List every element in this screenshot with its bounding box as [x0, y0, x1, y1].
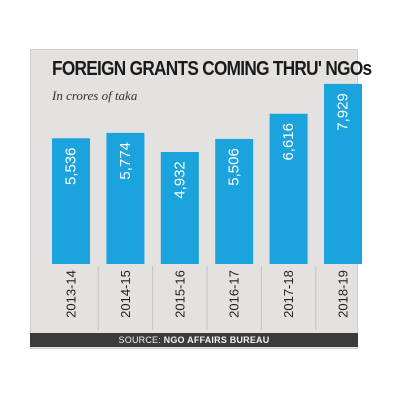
category-label-2015-16: 2015-16	[172, 270, 187, 318]
category-label-2018-19: 2018-19	[336, 270, 351, 318]
bar-2016-17	[215, 138, 254, 264]
value-label-2016-17: 5,506	[226, 148, 243, 186]
value-label-2015-16: 4,932	[171, 161, 188, 199]
value-label-2017-18: 6,616	[280, 123, 297, 161]
bar-2015-16	[160, 151, 199, 264]
value-label-2018-19: 7,929	[335, 93, 352, 131]
bar-2014-15	[106, 132, 145, 264]
bar-2018-19	[324, 83, 362, 265]
chart-title: FOREIGN GRANTS COMING THRU' NGOs	[52, 58, 372, 80]
value-label-2013-14: 5,536	[63, 148, 80, 186]
bar-2013-14	[52, 138, 90, 264]
chart-subtitle: In crores of taka	[52, 88, 138, 103]
category-label-2016-17: 2016-17	[227, 270, 242, 318]
category-label-2014-15: 2014-15	[118, 270, 133, 318]
value-label-2014-15: 5,774	[117, 142, 134, 180]
source-org: NGO AFFAIRS BUREAU	[163, 335, 270, 345]
source-label: SOURCE:	[118, 335, 164, 345]
bar-2017-18	[269, 113, 308, 264]
category-label-2017-18: 2017-18	[281, 270, 296, 318]
source-footer: SOURCE: NGO AFFAIRS BUREAU	[30, 333, 358, 347]
category-label-2013-14: 2013-14	[64, 270, 79, 318]
